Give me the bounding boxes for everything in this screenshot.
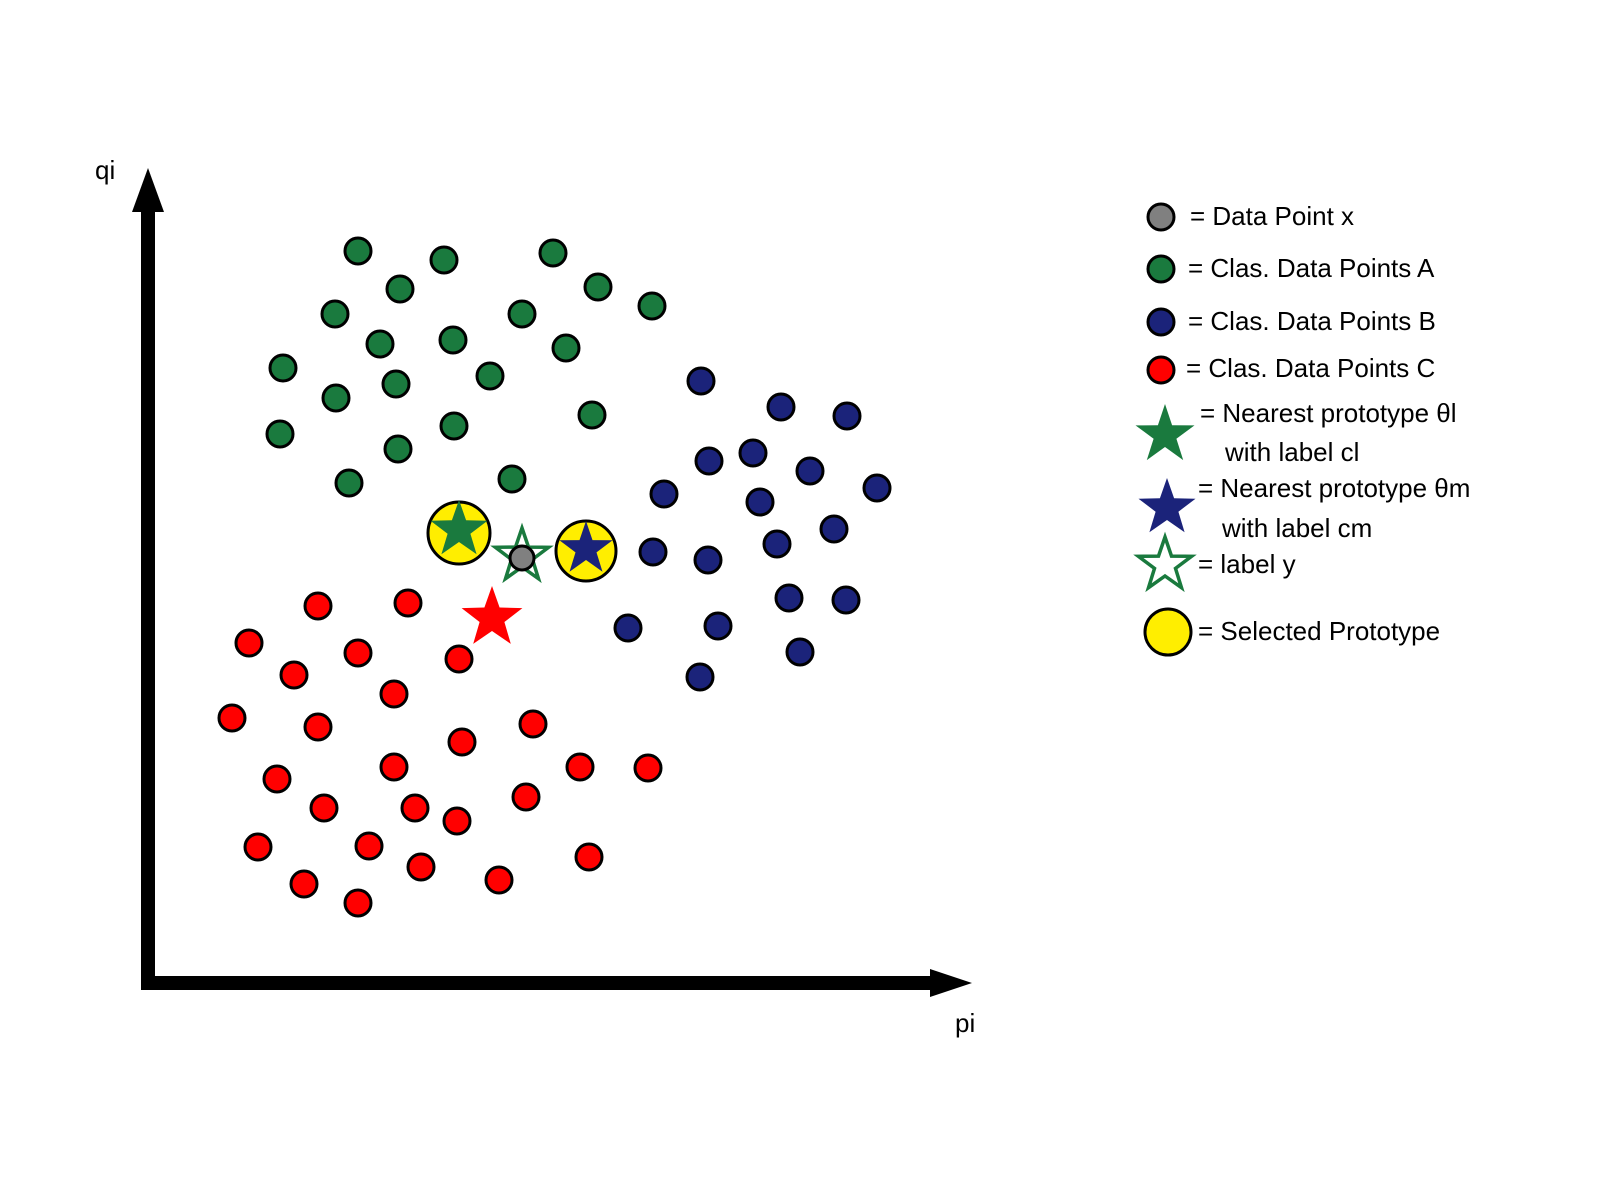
class-a-point: [381, 369, 411, 399]
class-a-point: [577, 400, 607, 430]
red-prototype-star: [461, 586, 523, 644]
legend-nearest-m-label-line1: = Nearest prototype θm: [1198, 473, 1470, 503]
class-a-point: [268, 353, 298, 383]
class-b-point: [685, 662, 715, 692]
class-c-point: [354, 831, 384, 861]
class-b-point: [686, 366, 716, 396]
class-b-point: [745, 487, 775, 517]
class-a-point: [507, 299, 537, 329]
legend-label-y-star-icon: [1133, 531, 1197, 593]
class-c-point: [243, 832, 273, 862]
class-c-point: [447, 727, 477, 757]
class-c-point: [400, 793, 430, 823]
class-b-point: [766, 392, 796, 422]
x-axis-arrowhead: [930, 969, 972, 997]
class-c-point: [234, 628, 264, 658]
prototypes: [426, 500, 618, 644]
class-a-point: [497, 464, 527, 494]
class-b-point: [785, 637, 815, 667]
data-point-x: [508, 544, 536, 572]
class-c-point: [379, 752, 409, 782]
class-a-point: [320, 299, 350, 329]
class-c-points: [217, 588, 663, 918]
class-c-point: [217, 703, 247, 733]
class-c-point: [484, 865, 514, 895]
legend-nearest-l-star-icon: [1135, 404, 1195, 461]
class-c-point: [574, 842, 604, 872]
class-c-point: [309, 793, 339, 823]
legend-class-a-icon: [1146, 254, 1176, 284]
class-a-point: [551, 333, 581, 363]
legend-nearest-m-star-icon: [1138, 478, 1196, 533]
class-a-point: [365, 329, 395, 359]
class-c-point: [393, 588, 423, 618]
class-c-point: [442, 806, 472, 836]
class-c-point: [406, 852, 436, 882]
class-a-point: [343, 236, 373, 266]
class-a-point: [439, 411, 469, 441]
axes: qi pi: [95, 155, 975, 1038]
class-a-point: [475, 361, 505, 391]
legend-class-c-icon: [1146, 355, 1176, 385]
nearest-prototype-l-star: [430, 500, 488, 555]
legend-class-a-label: = Clas. Data Points A: [1188, 253, 1435, 283]
legend-nearest-l-label-line1: = Nearest prototype θl: [1200, 398, 1457, 428]
class-b-point: [774, 583, 804, 613]
class-c-point: [565, 752, 595, 782]
class-a-point: [383, 434, 413, 464]
legend-label-y-label: = label y: [1198, 549, 1296, 579]
class-a-point: [538, 238, 568, 268]
class-c-point: [518, 709, 548, 739]
class-c-point: [279, 660, 309, 690]
legend: = Data Point x = Clas. Data Points A = C…: [1133, 201, 1470, 657]
y-axis-label: qi: [95, 155, 115, 185]
class-c-point: [343, 638, 373, 668]
class-a-point: [637, 291, 667, 321]
class-a-points: [265, 236, 667, 498]
class-b-point: [795, 456, 825, 486]
class-c-point: [444, 644, 474, 674]
class-b-point: [862, 473, 892, 503]
legend-nearest-m-label-line2: with label cm: [1221, 513, 1372, 543]
class-a-point: [429, 245, 459, 275]
class-c-point: [303, 712, 333, 742]
class-b-point: [762, 529, 792, 559]
legend-selected-label: = Selected Prototype: [1198, 616, 1440, 646]
legend-data-point-x-icon: [1146, 202, 1176, 232]
class-b-point: [649, 479, 679, 509]
legend-data-point-x-label: = Data Point x: [1190, 201, 1354, 231]
class-b-point: [738, 438, 768, 468]
class-a-point: [321, 383, 351, 413]
x-axis-label: pi: [955, 1008, 975, 1038]
legend-class-b-icon: [1146, 307, 1176, 337]
class-a-point: [583, 272, 613, 302]
class-c-point: [379, 679, 409, 709]
class-b-points: [613, 366, 892, 692]
legend-class-c-label: = Clas. Data Points C: [1186, 353, 1435, 383]
class-b-point: [703, 611, 733, 641]
class-b-point: [694, 446, 724, 476]
class-c-point: [289, 869, 319, 899]
class-c-point: [262, 764, 292, 794]
class-b-point: [832, 401, 862, 431]
y-axis-arrowhead: [132, 168, 164, 212]
nearest-prototype-m-star: [559, 521, 613, 572]
legend-class-b-label: = Clas. Data Points B: [1188, 306, 1436, 336]
legend-selected-icon: [1143, 607, 1193, 657]
class-b-point: [613, 613, 643, 643]
class-c-point: [343, 888, 373, 918]
class-c-point: [303, 591, 333, 621]
class-b-point: [638, 537, 668, 567]
class-a-point: [265, 419, 295, 449]
class-c-point: [633, 753, 663, 783]
class-b-point: [819, 514, 849, 544]
class-c-point: [511, 782, 541, 812]
class-b-point: [693, 545, 723, 575]
class-a-point: [334, 468, 364, 498]
class-a-point: [438, 325, 468, 355]
class-b-point: [831, 585, 861, 615]
legend-nearest-l-label-line2: with label cl: [1224, 437, 1359, 467]
class-a-point: [385, 274, 415, 304]
